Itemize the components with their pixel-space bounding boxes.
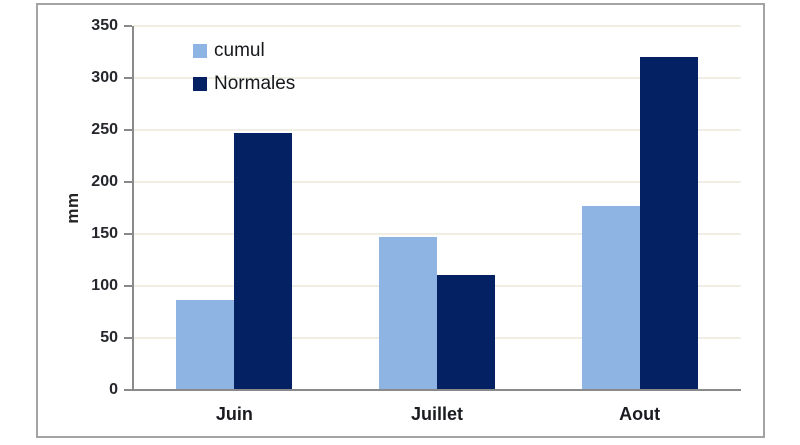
bar-cumul-Juin bbox=[176, 299, 235, 390]
gridline-250 bbox=[133, 129, 741, 131]
y-tick-label-50: 50 bbox=[100, 329, 118, 346]
y-tick-300 bbox=[124, 77, 132, 79]
y-tick-0 bbox=[124, 389, 132, 391]
legend: cumul Normales bbox=[193, 41, 295, 107]
chart-figure: mm cumul Normales 0 50 100 150 200 250 300 350 Ju… bbox=[36, 3, 765, 438]
legend-entry-cumul: cumul bbox=[193, 41, 295, 61]
legend-label: cumul bbox=[214, 40, 265, 61]
y-axis-title: mm bbox=[63, 192, 82, 224]
legend-label: Normales bbox=[214, 73, 296, 94]
y-tick-150 bbox=[124, 233, 132, 235]
y-tick-250 bbox=[124, 129, 132, 131]
gridline-150 bbox=[133, 233, 741, 235]
gridline-300 bbox=[133, 77, 741, 79]
y-tick-label-200: 200 bbox=[91, 173, 118, 190]
y-tick-50 bbox=[124, 337, 132, 339]
x-category-label-Aout: Aout bbox=[619, 404, 661, 424]
gridline-350 bbox=[133, 25, 741, 27]
y-tick-350 bbox=[124, 25, 132, 27]
y-tick-200 bbox=[124, 181, 132, 183]
y-tick-label-350: 350 bbox=[91, 17, 118, 34]
y-tick-100 bbox=[124, 285, 132, 287]
bar-Normales-Juillet bbox=[437, 274, 495, 390]
y-tick-label-100: 100 bbox=[91, 277, 118, 294]
gridline-200 bbox=[133, 181, 741, 183]
y-tick-label-0: 0 bbox=[109, 381, 118, 398]
x-category-label-Juin: Juin bbox=[215, 404, 253, 424]
y-tick-label-150: 150 bbox=[91, 225, 118, 242]
bar-cumul-Juillet bbox=[379, 237, 437, 390]
y-tick-label-250: 250 bbox=[91, 121, 118, 138]
y-tick-label-300: 300 bbox=[91, 69, 118, 86]
y-axis-line bbox=[132, 26, 134, 390]
bar-Normales-Juin bbox=[234, 133, 293, 390]
plot-area bbox=[124, 25, 741, 391]
bar-cumul-Aout bbox=[581, 205, 640, 390]
x-category-label-Juillet: Juillet bbox=[410, 404, 463, 424]
legend-swatch-icon bbox=[193, 44, 207, 58]
x-axis-line bbox=[132, 389, 741, 391]
bar-Normales-Aout bbox=[639, 57, 698, 390]
legend-entry-Normales: Normales bbox=[193, 74, 295, 94]
legend-swatch-icon bbox=[193, 77, 207, 91]
